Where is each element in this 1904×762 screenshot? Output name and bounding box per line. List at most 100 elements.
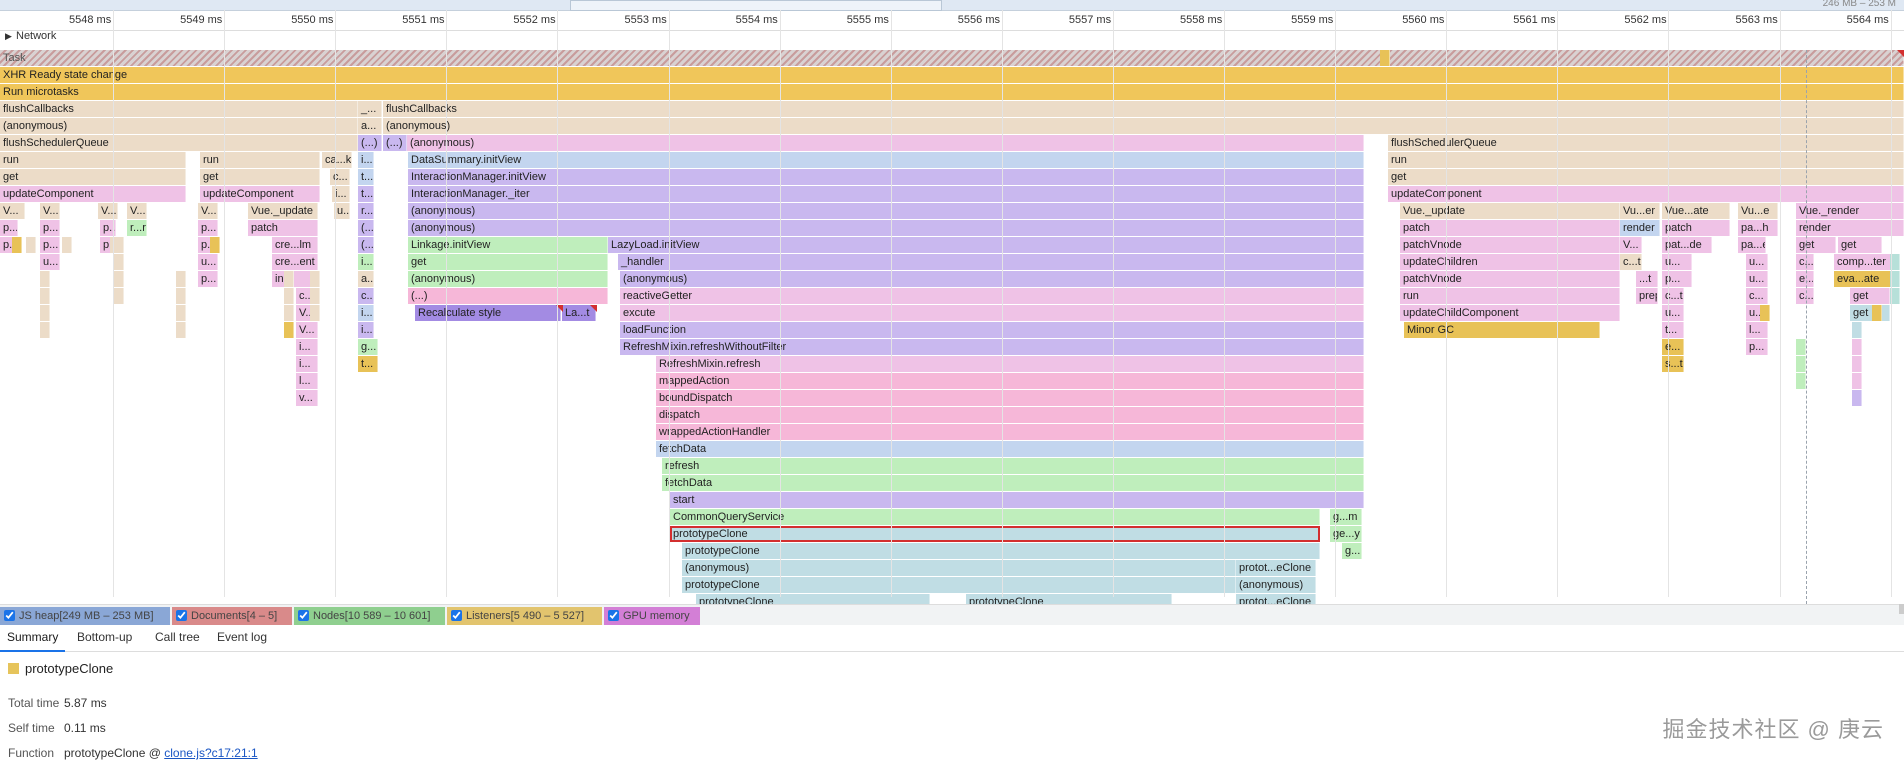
flame-bar[interactable]: u...	[1746, 254, 1768, 270]
flame-bar[interactable]: cre...ent	[272, 254, 318, 270]
flame-bar[interactable]	[176, 288, 186, 304]
flame-bar[interactable]: prototypeClone	[670, 526, 1320, 542]
flame-bar[interactable]	[1852, 373, 1862, 389]
flame-bar[interactable]: flushCallbacks	[383, 101, 1904, 117]
flame-bar[interactable]: Task	[0, 50, 1904, 66]
flame-bar[interactable]: run	[0, 152, 186, 168]
flame-bar[interactable]: c...r	[1796, 254, 1814, 270]
flame-bar[interactable]: updateComponent	[0, 186, 186, 202]
flame-bar[interactable]	[114, 288, 124, 304]
flame-bar[interactable]: protot...eClone	[1236, 560, 1316, 576]
flame-bar[interactable]: prototypeClone	[696, 594, 930, 604]
flame-bar[interactable]: p...	[0, 220, 18, 236]
flame-bar[interactable]: comp...ter	[1834, 254, 1894, 270]
flame-bar[interactable]: wrappedActionHandler	[656, 424, 1364, 440]
flame-bar[interactable]	[62, 237, 72, 253]
flame-bar[interactable]	[1890, 254, 1900, 270]
flame-bar[interactable]: (anonymous)	[408, 203, 1364, 219]
flame-bar[interactable]	[176, 271, 186, 287]
flame-bar[interactable]: Linkage.initView	[408, 237, 608, 253]
flame-bar[interactable]	[176, 322, 186, 338]
flame-bar[interactable]: reactiveGetter	[620, 288, 1364, 304]
flame-chart[interactable]: Task XHR Ready state change Run microtasks…	[0, 50, 1904, 604]
expand-triangle-icon[interactable]: ▶	[5, 31, 12, 41]
flame-bar[interactable]: Vue._update	[1400, 203, 1620, 219]
flame-bar[interactable]: prototypeClone	[682, 577, 1236, 593]
flame-bar[interactable]: pa...h	[1738, 220, 1778, 236]
flame-bar[interactable]	[1796, 373, 1806, 389]
flame-bar[interactable]: p...	[40, 237, 60, 253]
flame-bar[interactable]: _...	[358, 101, 382, 117]
counter-toggle[interactable]: Nodes[10 589 – 10 601]	[294, 607, 445, 625]
flame-bar[interactable]: render	[1620, 220, 1660, 236]
flame-bar[interactable]: t...	[358, 169, 374, 185]
flame-bar[interactable]: XHR Ready state change	[0, 67, 1904, 83]
flame-bar[interactable]: prepatch	[1636, 288, 1658, 304]
flame-bar[interactable]	[26, 237, 36, 253]
flame-bar[interactable]: p...	[1746, 339, 1768, 355]
flame-bar[interactable]: boundDispatch	[656, 390, 1364, 406]
flame-bar[interactable]	[12, 237, 22, 253]
flame-bar[interactable]: Recalculate style	[415, 305, 561, 321]
flame-bar[interactable]: (anonymous)	[408, 271, 608, 287]
flame-bar[interactable]: V...	[296, 322, 318, 338]
flame-bar[interactable]: g...	[1342, 543, 1362, 559]
flame-bar[interactable]: c...t	[1620, 254, 1642, 270]
flame-bar[interactable]: l...	[1746, 322, 1768, 338]
flame-bar[interactable]: Vue._update	[248, 203, 318, 219]
flame-bar[interactable]: c...	[330, 169, 350, 185]
flame-bar[interactable]: (...)	[383, 135, 407, 151]
flame-bar[interactable]: (...)	[358, 135, 382, 151]
timeline-overview[interactable]: 246 MB – 253 M	[0, 0, 1904, 11]
flame-bar[interactable]: DataSummary.initView	[408, 152, 1364, 168]
flame-bar[interactable]: patchVnode	[1400, 271, 1620, 287]
flame-bar[interactable]	[40, 322, 50, 338]
flame-bar[interactable]	[284, 271, 294, 287]
flame-bar[interactable]	[1890, 271, 1900, 287]
flame-bar[interactable]: refresh	[662, 458, 1364, 474]
flame-bar[interactable]: _handler	[618, 254, 1364, 270]
flame-bar[interactable]: InteractionManager.initView	[408, 169, 1364, 185]
flame-bar[interactable]: cre...lm	[272, 237, 318, 253]
counter-checkbox[interactable]	[176, 610, 187, 621]
flame-bar[interactable]	[310, 271, 320, 287]
flame-bar[interactable]: (anonymous)	[383, 118, 1904, 134]
counter-checkbox[interactable]	[608, 610, 619, 621]
flame-bar[interactable]: run	[200, 152, 320, 168]
flame-bar[interactable]: c...t	[1662, 288, 1684, 304]
flame-bar[interactable]	[114, 237, 124, 253]
flame-bar[interactable]: Vue._render	[1796, 203, 1904, 219]
tab-event-log[interactable]: Event log	[217, 630, 268, 644]
flame-bar[interactable]: i...	[332, 186, 350, 202]
flame-bar[interactable]: excute	[620, 305, 1364, 321]
flame-bar[interactable]: l...	[296, 373, 318, 389]
flame-bar[interactable]	[1852, 390, 1862, 406]
flame-bar[interactable]: start	[670, 492, 1364, 508]
flame-bar[interactable]: protot...eClone	[1236, 594, 1316, 604]
flame-bar[interactable]	[1852, 356, 1862, 372]
flame-bar[interactable]: p...	[40, 220, 60, 236]
counter-checkbox[interactable]	[298, 610, 309, 621]
flame-bar[interactable]	[1852, 322, 1862, 338]
flame-bar[interactable]	[1380, 50, 1390, 66]
flame-bar[interactable]: u...	[1746, 271, 1768, 287]
flame-bar[interactable]: Vu...e	[1738, 203, 1778, 219]
flame-bar[interactable]	[210, 237, 220, 253]
flame-bar[interactable]	[284, 288, 294, 304]
flame-bar[interactable]	[40, 288, 50, 304]
flame-bar[interactable]: (...)	[358, 237, 374, 253]
flame-bar[interactable]: RefreshMixin.refresh	[656, 356, 1364, 372]
flame-bar[interactable]	[310, 288, 320, 304]
counter-toggle[interactable]: GPU memory	[604, 607, 700, 625]
flame-bar[interactable]: patch	[248, 220, 318, 236]
flame-bar[interactable]: u...	[334, 203, 350, 219]
counter-toggle[interactable]: Documents[4 – 5]	[172, 607, 292, 625]
flame-bar[interactable]: prototypeClone	[966, 594, 1172, 604]
flame-bar[interactable]: V...	[1620, 237, 1642, 253]
flame-bar[interactable]: c...	[1796, 288, 1814, 304]
flame-bar[interactable]: (anonymous)	[408, 220, 1364, 236]
flame-bar[interactable]: i...	[358, 322, 374, 338]
flame-bar[interactable]: mappedAction	[656, 373, 1364, 389]
flame-bar[interactable]: i...	[358, 254, 374, 270]
flame-bar[interactable]	[114, 254, 124, 270]
